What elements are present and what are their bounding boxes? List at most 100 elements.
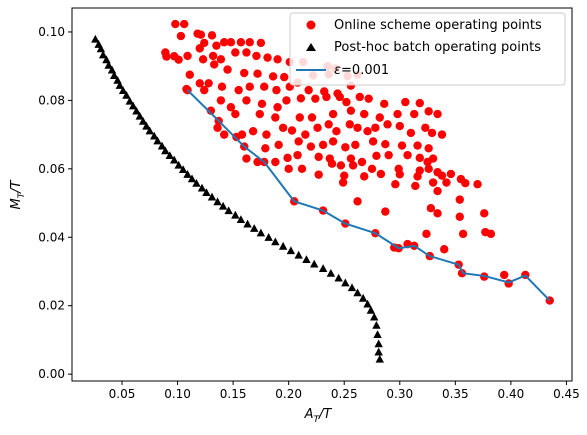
online-point <box>210 60 219 69</box>
online-point <box>422 229 431 239</box>
online-point <box>314 152 323 162</box>
posthoc-point <box>207 192 217 201</box>
online-point <box>433 186 442 196</box>
posthoc-point <box>125 96 134 105</box>
y-axis: 0.00 0.02 0.04 0.06 0.08 0.10 <box>38 25 72 381</box>
posthoc-point <box>170 155 179 164</box>
posthoc-point <box>135 111 144 120</box>
online-point <box>372 151 381 161</box>
online-point <box>207 31 217 40</box>
online-point <box>274 140 283 150</box>
online-point <box>208 51 218 61</box>
posthoc-point <box>145 126 154 135</box>
online-point <box>284 164 293 174</box>
online-point <box>162 52 171 61</box>
online-point <box>213 123 222 132</box>
legend-marker-online <box>306 20 316 30</box>
online-point <box>391 180 400 189</box>
online-point <box>381 207 390 216</box>
posthoc-point <box>370 312 379 321</box>
online-point <box>346 106 356 115</box>
online-point <box>242 96 251 105</box>
online-point <box>220 130 229 139</box>
online-point <box>183 51 192 61</box>
online-point <box>195 79 204 88</box>
posthoc-point <box>128 101 138 110</box>
online-point <box>341 143 350 152</box>
posthoc-point <box>372 320 381 329</box>
online-point <box>272 85 281 95</box>
posthoc-point <box>286 246 296 255</box>
online-point <box>200 85 209 95</box>
epsilon-line <box>186 89 551 302</box>
online-point <box>255 109 264 119</box>
y-tick-label: 0.10 <box>38 25 65 39</box>
online-point <box>195 44 204 53</box>
legend: Online scheme operating points Post-hoc … <box>289 12 566 86</box>
x-tick-label: 0.15 <box>220 387 247 401</box>
online-point <box>375 113 384 122</box>
online-point <box>261 144 270 153</box>
online-point <box>216 96 226 105</box>
x-tick-label: 0.05 <box>109 387 136 401</box>
online-point <box>351 140 360 150</box>
online-point <box>245 82 254 91</box>
online-point <box>268 72 278 81</box>
online-point <box>335 92 344 102</box>
online-point <box>206 106 216 115</box>
online-point <box>376 169 386 179</box>
online-point <box>500 270 509 280</box>
online-point <box>406 128 416 138</box>
x-tick-label: 0.45 <box>553 387 580 401</box>
y-tick-label: 0.06 <box>38 162 65 176</box>
posthoc-point <box>104 60 113 69</box>
online-point <box>455 195 464 204</box>
online-point <box>410 109 419 119</box>
online-point <box>242 48 251 57</box>
y-axis-label-subscript: T <box>17 191 27 198</box>
y-axis-label: MT/T <box>9 179 27 209</box>
online-point <box>204 79 213 88</box>
posthoc-point <box>231 210 240 219</box>
online-point <box>426 203 436 213</box>
posthoc-point <box>213 197 222 206</box>
online-point <box>328 109 338 119</box>
online-point <box>301 130 310 139</box>
posthoc-point <box>197 183 207 192</box>
posthoc-point <box>278 241 288 250</box>
online-point <box>437 171 447 180</box>
online-point <box>395 170 404 179</box>
online-point <box>260 82 269 91</box>
online-point <box>226 38 236 47</box>
online-point <box>363 126 372 136</box>
online-point <box>411 181 420 191</box>
online-point <box>294 137 303 146</box>
x-tick-label: 0.25 <box>331 387 358 401</box>
posthoc-point <box>91 34 100 43</box>
online-point <box>397 141 407 150</box>
online-point <box>360 109 369 119</box>
online-point <box>340 171 349 180</box>
x-tick-label: 0.30 <box>386 387 413 401</box>
posthoc-point <box>341 278 350 287</box>
posthoc-point <box>374 339 383 348</box>
online-point <box>327 159 337 168</box>
posthoc-point <box>264 233 273 241</box>
online-point <box>357 157 367 167</box>
online-point <box>223 65 232 74</box>
legend-box <box>289 12 566 86</box>
x-tick-label: 0.10 <box>164 387 191 401</box>
online-point <box>278 123 288 132</box>
online-point <box>393 109 402 119</box>
online-point <box>360 172 369 181</box>
online-point <box>231 48 240 57</box>
online-point <box>283 153 292 163</box>
posthoc-point <box>250 224 259 232</box>
posthoc-point <box>161 146 170 155</box>
posthoc-point <box>174 160 183 169</box>
online-point <box>421 123 430 132</box>
posthoc-point <box>110 71 119 79</box>
posthoc-point <box>318 264 328 272</box>
online-point <box>364 94 373 103</box>
